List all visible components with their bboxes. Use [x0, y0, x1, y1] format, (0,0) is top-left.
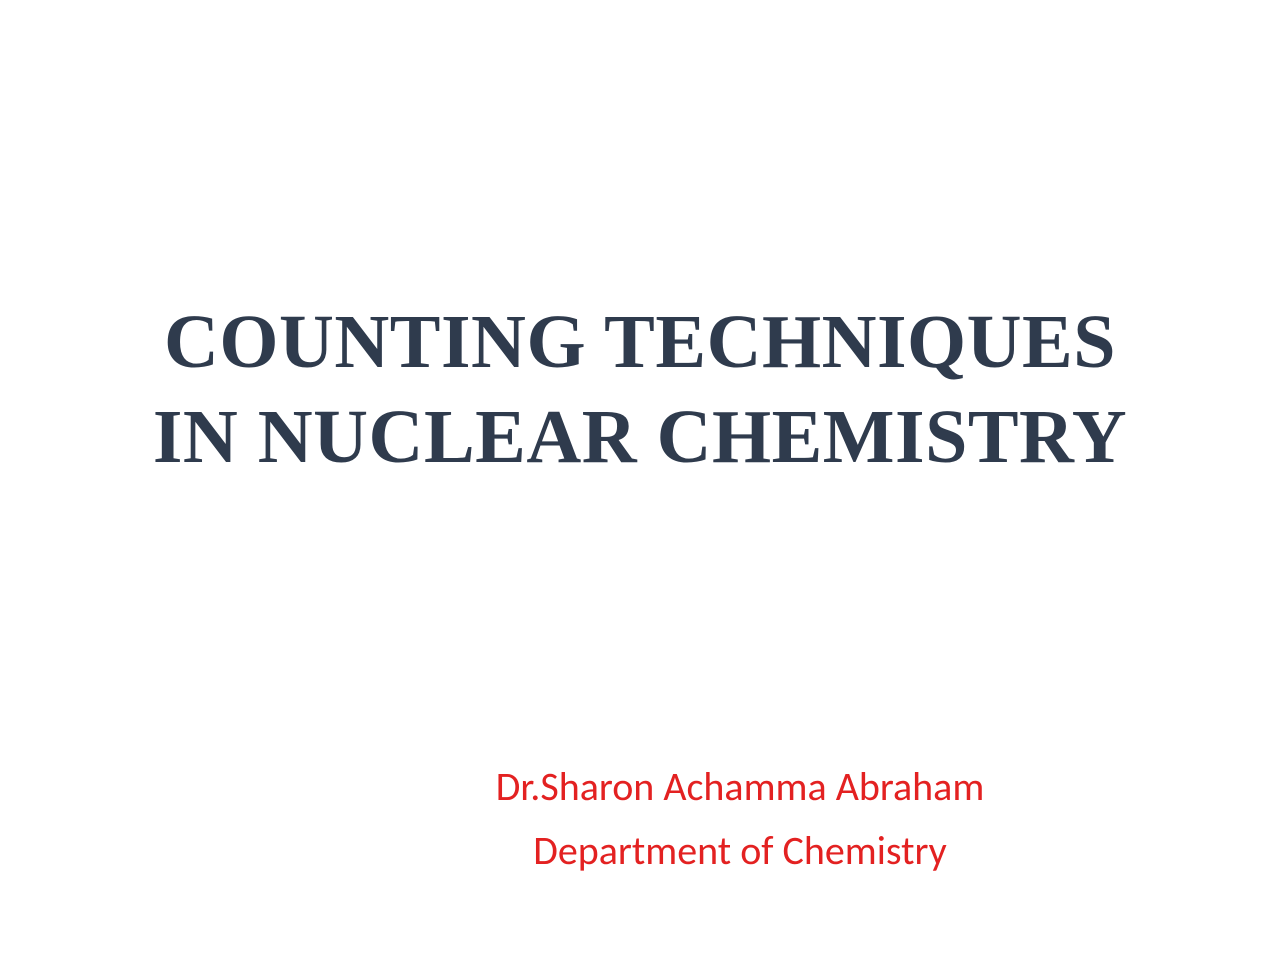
author-block: Dr.Sharon Achamma Abraham Department of …	[0, 755, 1280, 883]
title-line-2: IN NUCLEAR CHEMISTRY	[153, 395, 1127, 479]
slide-title: COUNTING TECHNIQUES IN NUCLEAR CHEMISTRY	[0, 295, 1280, 485]
title-line-1: COUNTING TECHNIQUES	[164, 300, 1116, 384]
author-name: Dr.Sharon Achamma Abraham	[496, 762, 985, 811]
author-affiliation: Department of Chemistry	[533, 826, 947, 875]
